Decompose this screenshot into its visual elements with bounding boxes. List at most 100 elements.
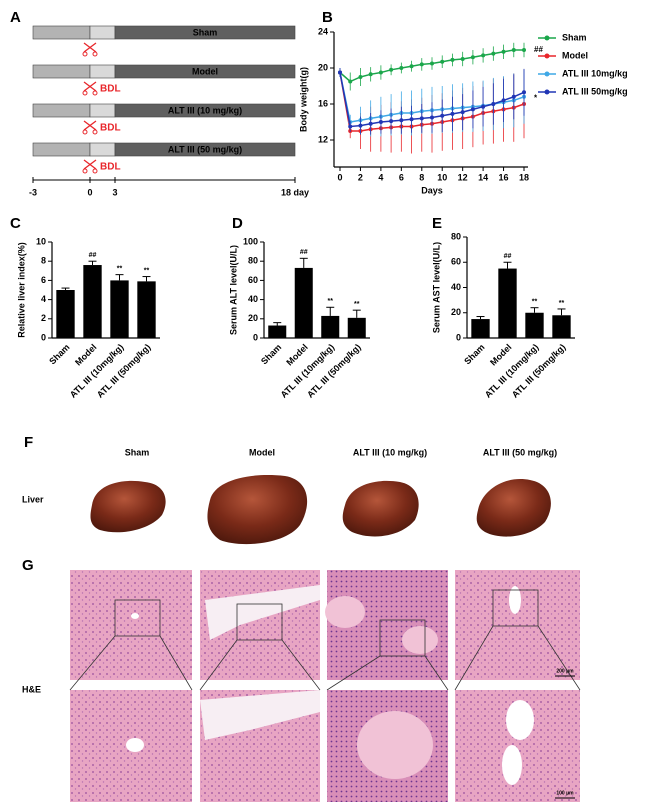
significance: ## [534,45,543,54]
vessel [509,586,521,614]
y-tick-label: 12 [318,134,328,144]
row-label: H&E [22,684,41,694]
phase [32,25,91,40]
point [522,48,526,52]
y-tick-label: 2 [41,313,46,323]
x-tick-label: 8 [419,172,424,182]
legend-label: ATL III 50mg/kg [562,86,628,96]
point [368,121,373,126]
liver [207,475,308,545]
point [460,110,465,115]
bar [110,280,129,338]
point [358,123,363,128]
phase [32,142,91,157]
panel-letter: G [22,557,34,574]
point [409,64,414,69]
point [430,61,434,66]
y-tick-label: 0 [253,332,258,342]
scissors-icon [82,51,88,57]
point [481,104,486,109]
group-label: Sham [193,27,218,37]
y-tick-label: 60 [451,257,461,267]
point [470,55,475,60]
point [399,66,404,70]
point [440,59,445,64]
x-tick-label: Model [284,342,309,367]
group-label: ALT III (50 mg/kg) [168,144,242,154]
group-label: ALT III (10 mg/kg) [168,105,242,115]
panel-letter: C [10,215,21,232]
y-tick-label: 20 [451,307,461,317]
phase [32,103,91,118]
column-title: ALT III (50 mg/kg) [483,447,557,457]
scissors-icon [92,90,98,96]
scale-label: 100 μm [556,790,574,796]
lesion [402,626,438,654]
bar [498,268,517,338]
x-tick-label: Model [73,342,98,367]
point [348,79,353,84]
point [338,70,342,75]
panel-letter: B [322,9,333,26]
x-tick-label: 10 [437,172,447,182]
x-tick-label: 18 [519,172,529,182]
scissors-icon [83,81,97,92]
y-tick-label: 60 [248,275,258,285]
scissors-icon [82,90,88,96]
legend-marker [544,35,550,41]
bar [83,265,102,338]
timeline-tick-label: 0 [87,187,92,197]
vessel [506,700,534,740]
phase [114,64,296,79]
point [501,49,506,54]
micrograph [70,570,192,680]
x-tick-label: 14 [478,172,488,182]
bar [137,281,156,338]
point [522,90,526,95]
scissors-icon [83,159,97,170]
vessel [502,745,522,785]
scissors-icon [92,168,98,174]
column-title: Model [249,447,275,457]
y-tick-label: 40 [451,282,461,292]
y-tick-label: 8 [41,256,46,266]
point [460,57,465,61]
bar [552,315,571,338]
point [491,102,496,106]
y-tick-label: 6 [41,275,46,285]
panel-letter: E [432,215,442,232]
point [450,57,455,62]
significance: * [534,93,538,102]
x-axis-label: Days [421,185,443,195]
legend-marker [544,89,550,95]
y-tick-label: 80 [451,231,461,241]
bar [525,312,544,338]
vessel [200,690,320,740]
timeline-tick-label: 3 [112,187,117,197]
bar [294,267,313,338]
point [389,119,394,124]
y-tick-label: 16 [318,98,328,108]
x-tick-label: 16 [499,172,509,182]
significance: ## [504,253,512,260]
timeline: Sham Model BDL ALT III (10 mg/kg) BDL ALT III… [29,25,309,197]
group-label: Model [192,66,218,76]
procedure-label: BDL [100,162,121,173]
x-tick-label: Sham [47,342,71,366]
x-tick-label: Model [488,342,513,367]
scissors-icon [82,129,88,135]
significance: ** [117,265,123,272]
scissors-icon [82,168,88,174]
point [440,113,445,118]
x-tick-label: Sham [462,342,486,366]
column-title: ALT III (10 mg/kg) [353,447,427,457]
panel-letter: D [232,215,243,232]
y-tick-label: 0 [456,332,461,342]
x-tick-label: 12 [458,172,468,182]
vessel [205,585,320,640]
column-title: Sham [125,447,150,457]
histology: H&E 200 μm 100 μm [22,570,581,802]
phase [114,25,296,40]
significance: ** [532,299,538,306]
